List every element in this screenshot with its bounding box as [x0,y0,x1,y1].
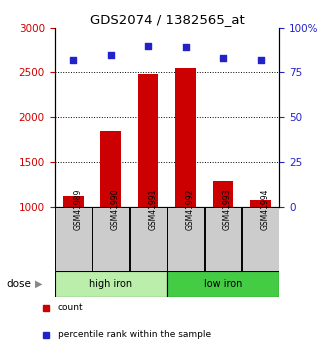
Text: GSM41990: GSM41990 [111,188,120,230]
Text: high iron: high iron [89,279,132,289]
Bar [92,207,129,271]
Bar [242,207,279,271]
Text: low iron: low iron [204,279,242,289]
Text: ▶: ▶ [35,279,43,289]
Bar [175,68,196,207]
Text: percentile rank within the sample: percentile rank within the sample [58,330,211,339]
Point [71,57,76,63]
Point [221,55,226,61]
Text: GSM41994: GSM41994 [261,188,270,230]
Bar [167,207,204,271]
Title: GDS2074 / 1382565_at: GDS2074 / 1382565_at [90,13,244,27]
Bar [250,200,271,207]
Bar [55,207,92,271]
Text: GSM41993: GSM41993 [223,188,232,230]
Text: GSM41992: GSM41992 [186,188,195,230]
Text: GSM41991: GSM41991 [148,188,157,230]
Bar [55,271,167,297]
Text: count: count [58,303,83,313]
Bar [130,207,167,271]
Bar [213,181,233,207]
Bar [100,131,121,207]
Bar [205,207,241,271]
Text: dose: dose [6,279,31,289]
Point [183,45,188,50]
Point [258,57,263,63]
Bar [167,271,279,297]
Bar [63,196,83,207]
Point [146,43,151,48]
Bar [138,74,159,207]
Text: GSM41989: GSM41989 [73,188,82,230]
Point [108,52,113,57]
